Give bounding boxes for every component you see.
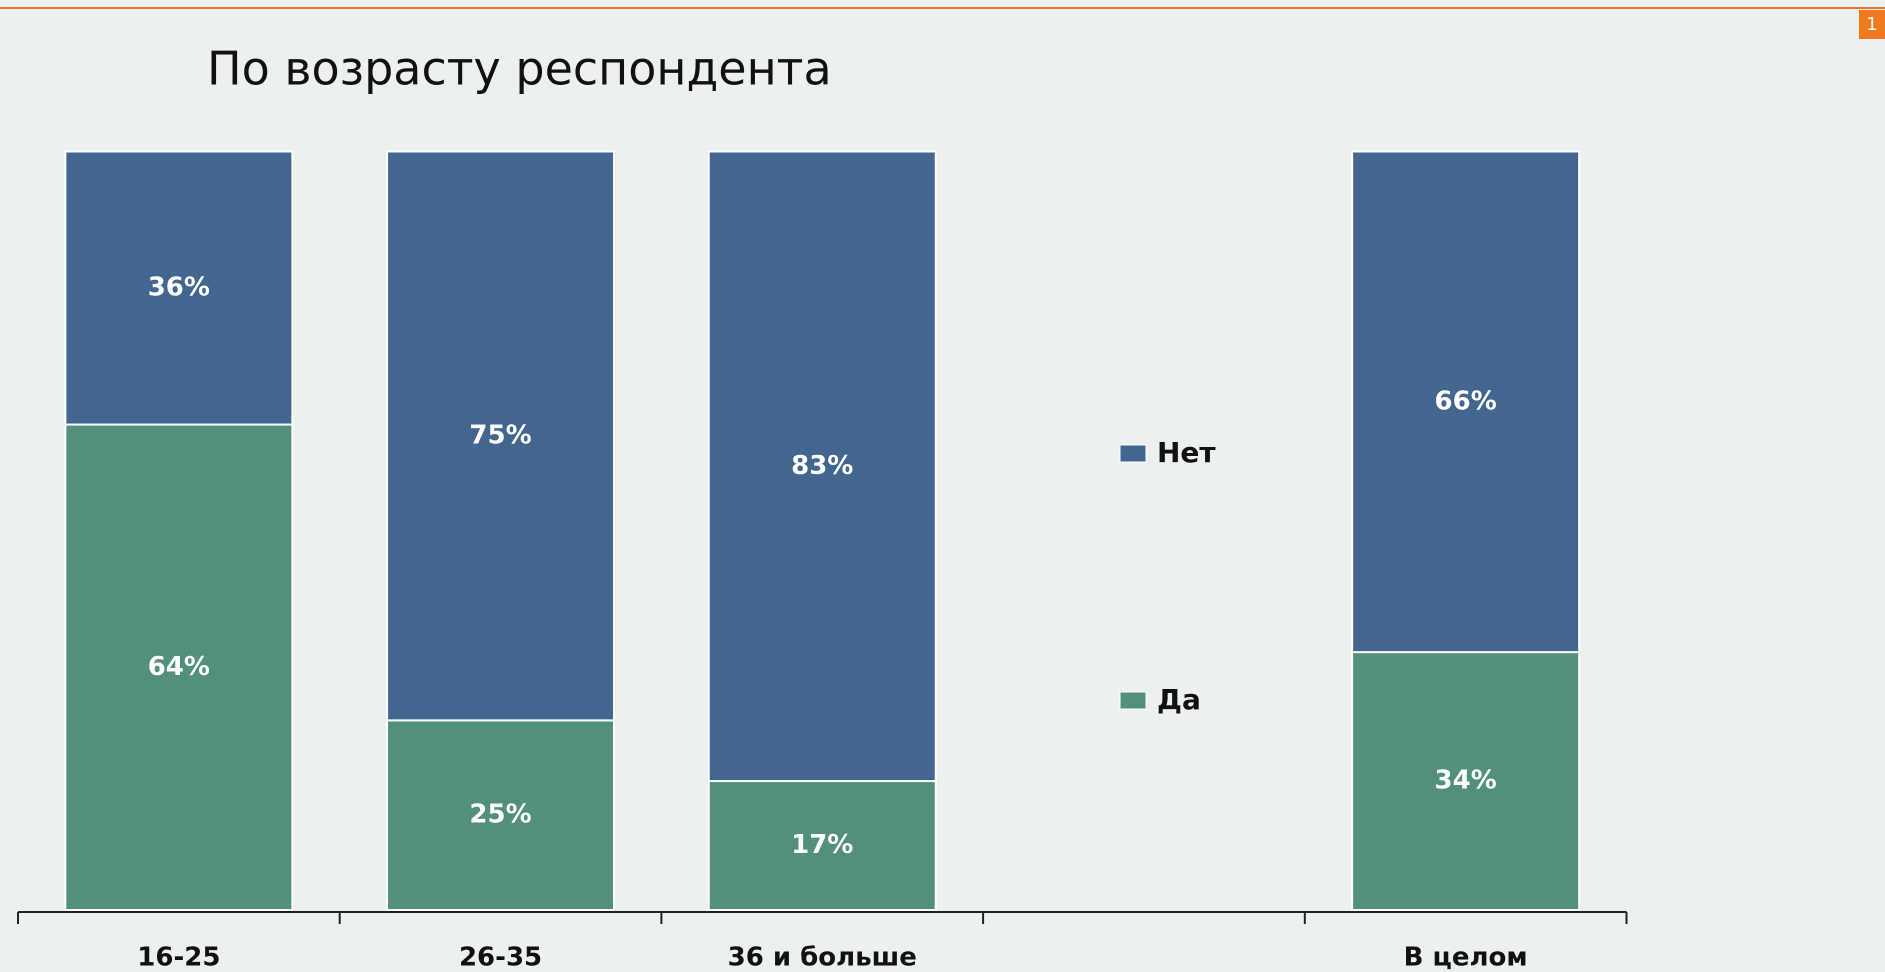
- page-number-box: [1859, 10, 1885, 39]
- bar-segment: [64, 423, 294, 911]
- x-tick-label: 16-25: [137, 943, 220, 972]
- data-label: 64%: [148, 652, 210, 682]
- bar-segment: [386, 719, 616, 911]
- bar-segment: [64, 150, 294, 426]
- x-tick-label: 26-35: [459, 943, 542, 972]
- legend-label: Да: [1157, 683, 1201, 716]
- data-label: 66%: [1435, 386, 1497, 416]
- chart-title: По возрасту респондента: [207, 42, 832, 96]
- x-tick-label: В целом: [1404, 943, 1528, 972]
- data-label: 36%: [148, 273, 210, 303]
- legend-swatch: [1119, 444, 1147, 463]
- legend-label: Нет: [1157, 436, 1216, 469]
- bar-segment: [1351, 150, 1581, 654]
- x-tick-label: 36 и больше: [728, 943, 917, 972]
- data-label: 83%: [791, 451, 853, 481]
- bar-segment: [707, 150, 937, 783]
- data-label: 17%: [791, 830, 853, 860]
- page-number: 1: [1866, 14, 1877, 35]
- legend-swatch: [1119, 691, 1147, 710]
- bar-segment: [1351, 651, 1581, 911]
- bar-segment: [386, 150, 616, 722]
- data-label: 34%: [1435, 766, 1497, 796]
- bar-segment: [707, 780, 937, 911]
- data-label: 75%: [469, 420, 531, 450]
- data-label: 25%: [469, 800, 531, 830]
